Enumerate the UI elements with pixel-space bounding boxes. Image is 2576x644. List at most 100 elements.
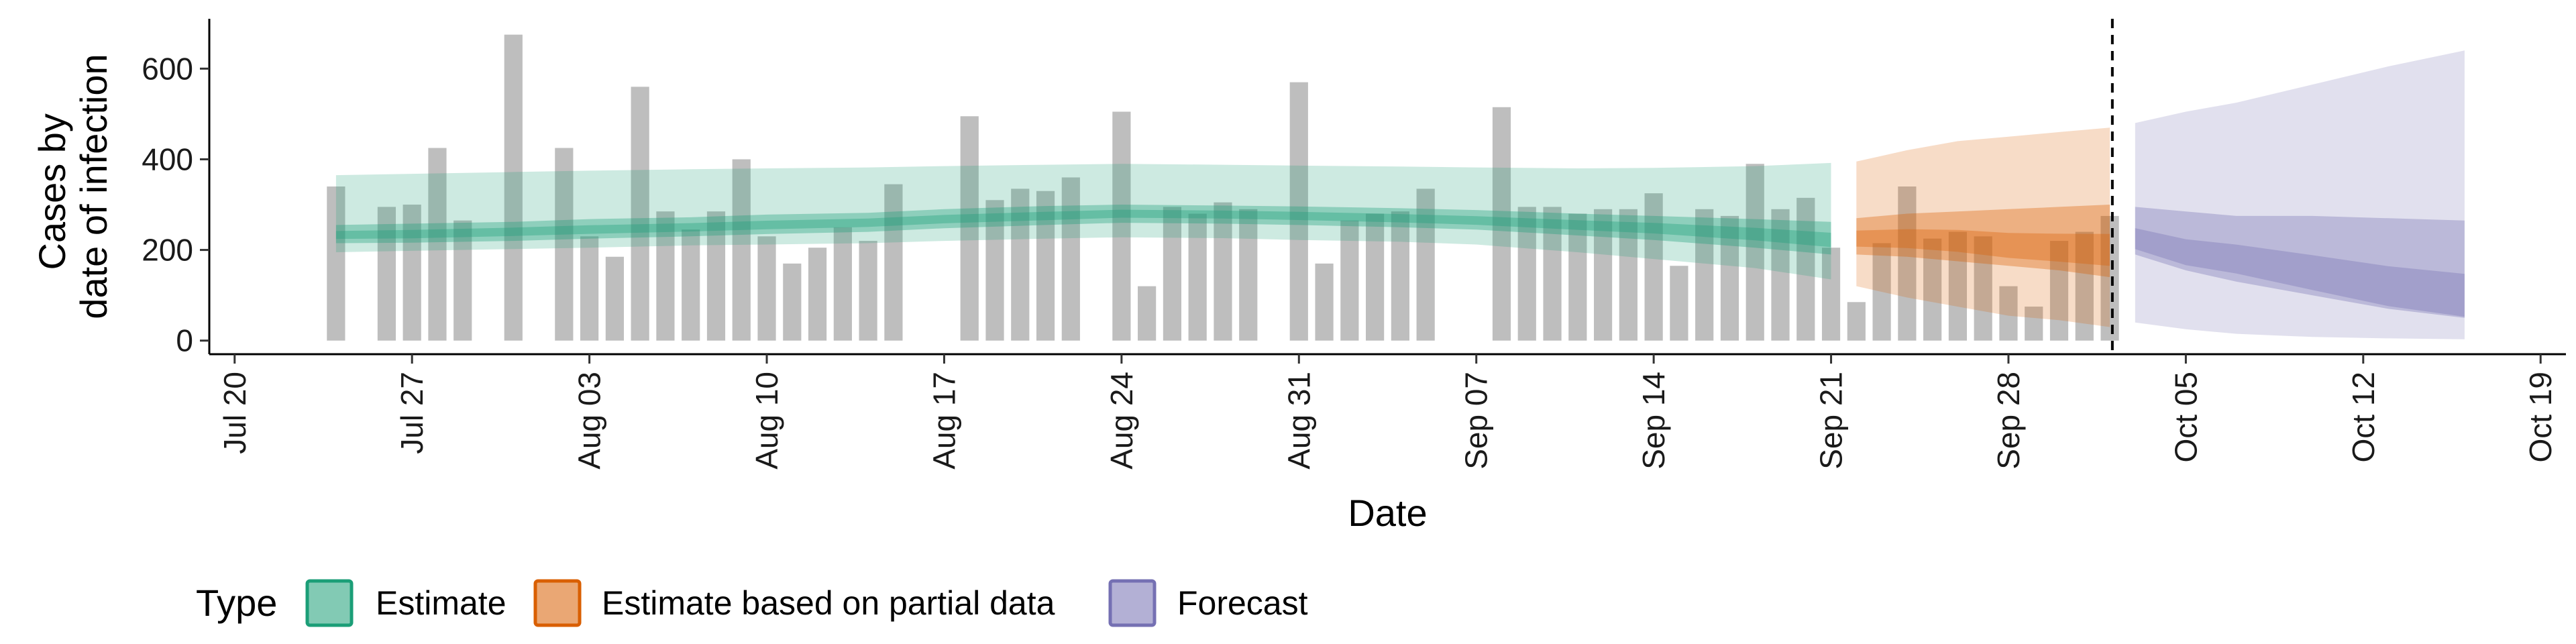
reported-case-bar: [327, 186, 345, 341]
reported-case-bar: [1366, 213, 1385, 341]
reported-case-bar: [580, 236, 599, 341]
reported-case-bar: [1239, 209, 1258, 341]
x-tick-label: Oct 19: [2523, 372, 2558, 463]
y-tick-label: 200: [142, 233, 193, 268]
reported-case-bar: [453, 220, 472, 341]
reported-cases-bars: [327, 34, 2119, 341]
reported-case-bar: [1644, 193, 1663, 341]
y-tick-label: 400: [142, 142, 193, 176]
reported-case-bar: [2025, 307, 2043, 341]
reported-case-bar: [2100, 215, 2119, 341]
median-band: [1856, 229, 2110, 266]
outer-credible-band: [2135, 50, 2465, 339]
median-band: [335, 209, 1831, 248]
reported-case-bar: [1188, 213, 1207, 341]
reported-case-bar: [1315, 263, 1334, 341]
series-forecast: [2135, 50, 2465, 339]
legend-item: Estimate: [305, 579, 506, 627]
x-tick-label: Jul 27: [394, 372, 429, 454]
legend-label: Forecast: [1177, 584, 1308, 622]
reported-case-bar: [1112, 111, 1131, 341]
median-band: [2135, 228, 2465, 317]
x-tick-label: Sep 07: [1459, 372, 1494, 470]
series-estimate: [335, 162, 1831, 280]
x-tick-label: Oct 05: [2168, 372, 2203, 463]
legend-key: [305, 579, 354, 627]
reported-case-bar: [1695, 209, 1714, 341]
reported-case-bar: [555, 148, 574, 341]
reported-case-bar: [1796, 197, 1815, 341]
x-tick-label: Aug 17: [926, 372, 961, 470]
reported-case-bar: [1011, 189, 1030, 341]
x-tick-label: Aug 03: [572, 372, 607, 470]
reported-case-bar: [1543, 207, 1562, 341]
reported-case-bar: [833, 227, 852, 341]
x-tick-label: Oct 12: [2346, 372, 2381, 463]
reported-case-bar: [1720, 215, 1739, 341]
y-axis-title-line-2: date of infection: [72, 54, 115, 319]
outer-credible-band: [1856, 127, 2110, 327]
legend: Type Estimate Estimate based on partial d…: [196, 579, 1308, 627]
legend-key: [1108, 579, 1157, 627]
legend-key: [533, 579, 582, 627]
reported-case-bar: [2049, 241, 2069, 341]
x-tick-label: Sep 14: [1636, 372, 1671, 470]
legend-title: Type: [196, 582, 277, 624]
reported-case-bar: [605, 256, 624, 341]
reported-case-bar: [1138, 286, 1157, 341]
reported-case-bar: [1340, 220, 1359, 341]
reported-case-bar: [732, 159, 751, 341]
reported-case-bar: [1847, 302, 1866, 341]
x-tick-label: Sep 28: [1991, 372, 2026, 470]
reported-case-bar: [1593, 209, 1613, 341]
reported-case-bar: [1670, 266, 1688, 341]
reported-case-bar: [402, 205, 421, 341]
reported-case-bar: [1391, 211, 1409, 341]
y-axis-ticks: 0 200 400 600: [142, 51, 209, 358]
reported-case-bar: [1923, 238, 1942, 341]
legend-item: Estimate based on partial data: [533, 579, 1055, 627]
reported-case-bar: [706, 211, 726, 341]
reported-case-bar: [682, 229, 700, 341]
reported-case-bar: [377, 207, 396, 341]
x-tick-label: Aug 10: [749, 372, 784, 470]
x-tick-label: Aug 31: [1281, 372, 1316, 470]
legend-label: Estimate based on partial data: [602, 584, 1055, 622]
reported-case-bar: [1898, 186, 1917, 341]
reported-case-bar: [2075, 231, 2094, 341]
x-tick-label: Sep 21: [1814, 372, 1849, 470]
inner-credible-band: [335, 205, 1831, 255]
inner-credible-band: [1856, 205, 2110, 278]
y-axis-title-line-1: Cases by: [31, 113, 73, 270]
reported-case-bar: [1771, 209, 1790, 341]
reported-case-bar: [1948, 231, 1968, 341]
inner-credible-band: [2135, 207, 2465, 318]
reported-case-bar: [1821, 248, 1841, 341]
y-tick-label: 600: [142, 51, 193, 86]
reported-case-bar: [859, 241, 877, 341]
reported-case-bar: [1163, 207, 1182, 341]
axes: 0 200 400 600 Jul 20 Jul 27 Aug 03 Aug 10 Aug 1…: [142, 19, 2566, 470]
reported-case-bar: [1214, 202, 1232, 341]
reported-case-bar: [1061, 177, 1080, 341]
y-axis-title: Cases by date of infection: [31, 54, 115, 319]
legend-entries: Estimate Estimate based on partial data Fo…: [305, 579, 1308, 627]
reported-case-bar: [1416, 189, 1435, 341]
legend-label: Estimate: [376, 584, 506, 622]
x-tick-label: Jul 20: [217, 372, 252, 454]
series-estimate-based-on-partial-data: [1856, 127, 2110, 327]
reported-case-bar: [428, 148, 447, 341]
reported-case-bar: [1517, 207, 1536, 341]
reported-case-bar: [504, 34, 523, 341]
reported-case-bar: [960, 116, 979, 341]
reported-case-bar: [1974, 236, 1992, 341]
reported-case-bar: [808, 248, 827, 341]
reported-case-bar: [1568, 213, 1587, 341]
legend-item: Forecast: [1108, 579, 1308, 627]
reported-case-bar: [985, 200, 1004, 341]
x-tick-label: Aug 24: [1104, 372, 1139, 470]
x-axis-ticks: Jul 20 Jul 27 Aug 03 Aug 10 Aug 17 Aug 24 Aug …: [217, 354, 2558, 470]
reported-case-bar: [783, 263, 802, 341]
reported-case-bar: [884, 184, 903, 341]
